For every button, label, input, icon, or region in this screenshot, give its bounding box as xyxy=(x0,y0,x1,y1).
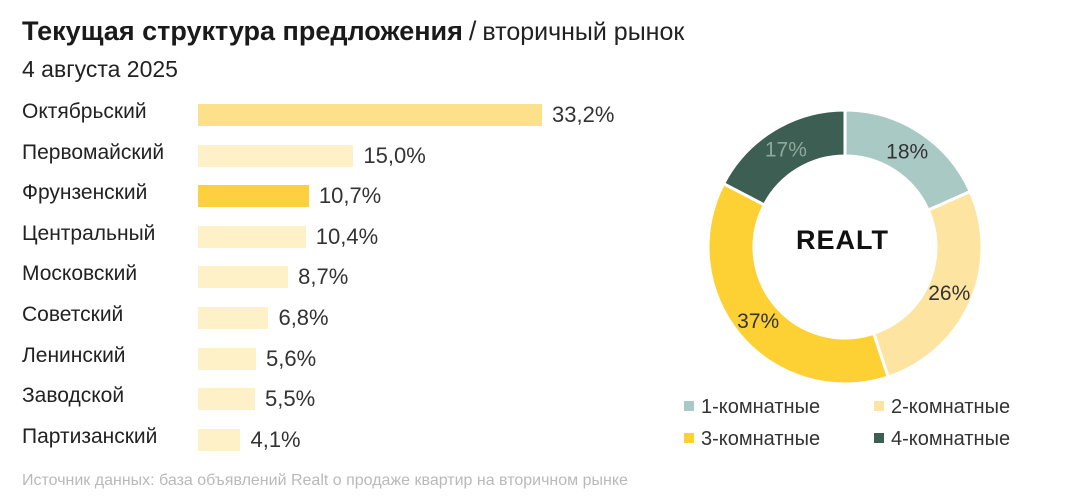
bar-value-label: 10,4% xyxy=(315,223,379,249)
legend-item: 2-комнатные xyxy=(874,396,1010,419)
donut-slice xyxy=(721,108,847,207)
bar xyxy=(198,307,269,329)
bar-value-label: 6,8% xyxy=(278,305,329,330)
legend-swatch xyxy=(684,433,694,443)
district-bar-chart: Октябрьский 33,2% Первомайский 15,0% Фрунзен… xyxy=(22,100,615,452)
title-subtitle: вторичный рынок xyxy=(482,18,685,46)
bar-label: Фрунзенский xyxy=(22,181,148,205)
bar xyxy=(198,104,542,126)
bar-label: Партизанский xyxy=(22,424,158,448)
legend-swatch xyxy=(874,401,884,411)
donut-legend: 1-комнатные 2-комнатные 3-комнатные 4-комна… xyxy=(684,396,1064,460)
bar-value-label: 10,7% xyxy=(318,183,382,209)
donut-value-label: 26% xyxy=(928,282,970,305)
bar-label: Московский xyxy=(22,262,138,286)
legend-item: 3-комнатные xyxy=(684,428,820,451)
chart-title: Текущая структура предложения / вторичный … xyxy=(22,16,684,47)
bar-label: Октябрьский xyxy=(22,100,147,123)
legend-swatch xyxy=(874,433,884,443)
bar xyxy=(198,144,354,167)
bar-value-label: 15,0% xyxy=(363,142,426,168)
bar-value-label: 4,1% xyxy=(250,426,301,452)
bar xyxy=(198,266,289,289)
bar-label: Заводской xyxy=(22,384,125,408)
bar-label: Ленинский xyxy=(22,343,126,367)
chart-date: 4 августа 2025 xyxy=(22,56,178,82)
legend-item: 4-комнатные xyxy=(874,428,1010,451)
legend-label: 4-комнатные xyxy=(891,428,1011,450)
donut-value-label: 37% xyxy=(737,310,779,333)
bar-label: Центральный xyxy=(22,221,156,245)
bar-value-label: 5,5% xyxy=(264,386,316,412)
bar-label: Советский xyxy=(22,303,124,326)
bar-value-label: 33,2% xyxy=(552,102,615,127)
bar xyxy=(198,428,241,451)
title-slash: / xyxy=(468,16,477,46)
source-note: Источник данных: база объявлений Realt о… xyxy=(22,472,628,489)
legend-label: 2-комнатные xyxy=(891,396,1011,418)
room-donut-chart: 18% 26% 37% 17% xyxy=(706,108,984,386)
donut-slice xyxy=(706,181,891,386)
title-main: Текущая структура предложения xyxy=(22,16,463,46)
realt-logo: REALT xyxy=(796,225,889,255)
bar-label: Первомайский xyxy=(22,140,165,164)
legend-item: 1-комнатные xyxy=(684,396,820,419)
legend-label: 1-комнатные xyxy=(701,396,821,418)
donut-value-label: 18% xyxy=(886,140,928,163)
bar xyxy=(198,185,309,208)
bar xyxy=(198,388,255,411)
bar-value-label: 5,6% xyxy=(266,345,317,371)
bar xyxy=(198,225,306,248)
bar xyxy=(198,347,257,370)
legend-swatch xyxy=(684,401,694,411)
donut-value-label: 17% xyxy=(765,139,807,162)
legend-label: 3-комнатные xyxy=(701,428,821,450)
bar-value-label: 8,7% xyxy=(298,264,349,290)
